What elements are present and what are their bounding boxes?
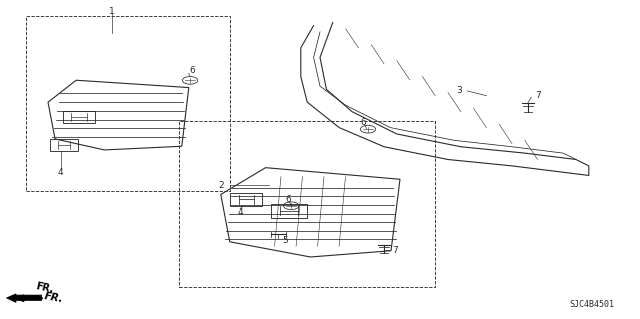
Polygon shape [6, 294, 42, 302]
Bar [179, 121, 435, 287]
Bar [271, 204, 307, 218]
Bar [63, 111, 95, 122]
Text: 5: 5 [282, 236, 287, 245]
Text: 3: 3 [457, 86, 462, 95]
Text: 4: 4 [58, 168, 63, 177]
Text: 2: 2 [218, 181, 223, 189]
Text: 6: 6 [361, 118, 366, 127]
Text: 7: 7 [535, 91, 540, 100]
Bar [230, 193, 262, 206]
Text: 4: 4 [237, 208, 243, 217]
Bar [50, 139, 78, 151]
Text: 6: 6 [285, 195, 291, 204]
Text: 6: 6 [189, 66, 195, 75]
Text: 1: 1 [109, 7, 115, 16]
Text: 7: 7 [393, 246, 398, 255]
Bar [26, 16, 230, 191]
Text: FR.: FR. [35, 281, 55, 294]
Text: FR.: FR. [44, 291, 65, 304]
Text: SJC4B4501: SJC4B4501 [570, 300, 614, 309]
